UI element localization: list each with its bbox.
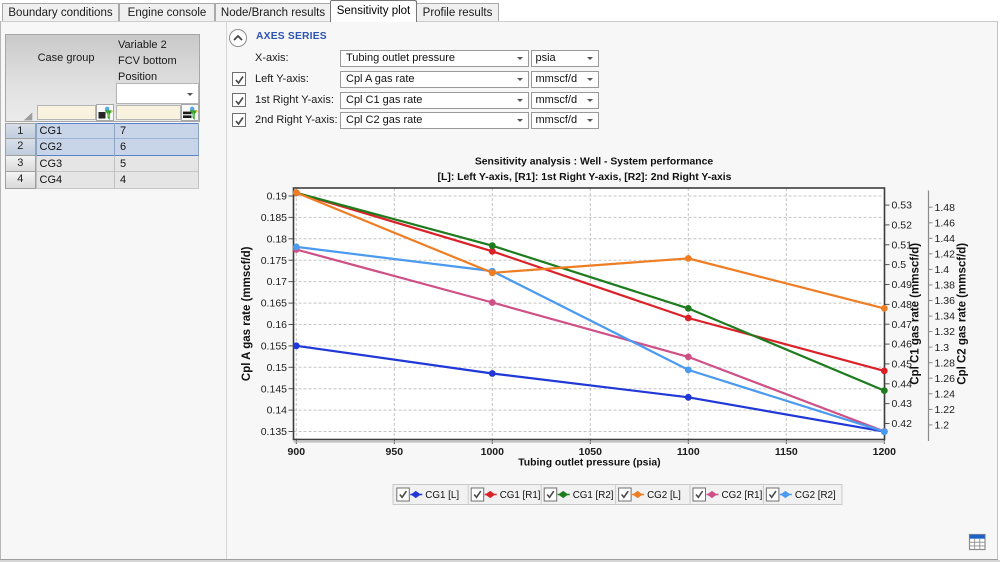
- svg-text:1.22: 1.22: [935, 404, 956, 416]
- svg-text:1.48: 1.48: [935, 202, 956, 214]
- svg-text:0.15: 0.15: [267, 362, 288, 374]
- svg-text:1050: 1050: [579, 446, 603, 458]
- svg-text:0.185: 0.185: [261, 212, 287, 224]
- svg-text:CG1 [L]: CG1 [L]: [425, 490, 459, 501]
- svg-text:0.135: 0.135: [261, 426, 287, 438]
- svg-text:Sensitivity analysis : Well -: Sensitivity analysis : Well - System per…: [475, 157, 714, 168]
- svg-text:0.175: 0.175: [261, 255, 287, 267]
- svg-text:Cpl A gas rate (mmscf/d): Cpl A gas rate (mmscf/d): [241, 246, 253, 381]
- svg-text:1200: 1200: [873, 446, 897, 458]
- svg-text:CG1 [R2]: CG1 [R2]: [573, 490, 614, 501]
- svg-text:Cpl C1 gas rate (mmscf/d): Cpl C1 gas rate (mmscf/d): [910, 243, 922, 385]
- svg-text:0.53: 0.53: [892, 200, 913, 212]
- svg-text:0.145: 0.145: [261, 383, 287, 395]
- svg-text:1.38: 1.38: [935, 280, 956, 292]
- svg-text:900: 900: [288, 446, 306, 458]
- svg-text:1.42: 1.42: [935, 248, 956, 260]
- svg-text:0.49: 0.49: [892, 279, 913, 291]
- svg-text:0.43: 0.43: [892, 398, 913, 410]
- svg-text:0.51: 0.51: [892, 239, 913, 251]
- svg-text:1.44: 1.44: [935, 233, 956, 245]
- svg-text:1.26: 1.26: [935, 373, 956, 385]
- svg-text:0.46: 0.46: [892, 339, 913, 351]
- svg-text:0.18: 0.18: [267, 233, 288, 245]
- svg-text:1.2: 1.2: [935, 420, 950, 432]
- svg-text:0.45: 0.45: [892, 359, 913, 371]
- svg-text:1150: 1150: [775, 446, 798, 458]
- svg-text:0.5: 0.5: [892, 259, 907, 271]
- svg-text:950: 950: [386, 446, 404, 458]
- svg-text:1000: 1000: [481, 446, 505, 458]
- svg-text:0.16: 0.16: [267, 319, 288, 331]
- svg-text:[L]: Left Y-axis, [R1]: 1st Ri: [L]: Left Y-axis, [R1]: 1st Right Y-axis…: [438, 172, 732, 183]
- svg-text:1.46: 1.46: [935, 217, 956, 229]
- svg-text:CG2 [R2]: CG2 [R2]: [795, 490, 836, 501]
- svg-text:0.47: 0.47: [892, 319, 913, 331]
- svg-text:0.165: 0.165: [261, 298, 287, 310]
- svg-text:0.17: 0.17: [267, 276, 288, 288]
- svg-text:Cpl C2 gas rate (mmscf/d): Cpl C2 gas rate (mmscf/d): [957, 243, 969, 385]
- svg-text:1.34: 1.34: [935, 311, 956, 323]
- svg-text:0.155: 0.155: [261, 341, 287, 353]
- svg-text:0.44: 0.44: [892, 378, 913, 390]
- svg-text:1.28: 1.28: [935, 357, 956, 369]
- svg-text:CG2 [L]: CG2 [L]: [647, 490, 681, 501]
- svg-text:1.4: 1.4: [935, 264, 950, 276]
- svg-text:1100: 1100: [677, 446, 700, 458]
- svg-text:CG2 [R1]: CG2 [R1]: [722, 490, 763, 501]
- svg-text:1.32: 1.32: [935, 326, 956, 338]
- svg-text:0.19: 0.19: [267, 191, 288, 203]
- svg-text:1.24: 1.24: [935, 388, 956, 400]
- svg-text:0.48: 0.48: [892, 299, 913, 311]
- svg-text:0.52: 0.52: [892, 220, 913, 232]
- svg-text:0.14: 0.14: [267, 405, 288, 417]
- svg-text:1.36: 1.36: [935, 295, 956, 307]
- svg-text:Tubing outlet pressure (psia): Tubing outlet pressure (psia): [518, 457, 660, 468]
- svg-text:0.42: 0.42: [892, 418, 913, 430]
- svg-text:CG1 [R1]: CG1 [R1]: [500, 490, 541, 501]
- svg-text:1.3: 1.3: [935, 342, 950, 354]
